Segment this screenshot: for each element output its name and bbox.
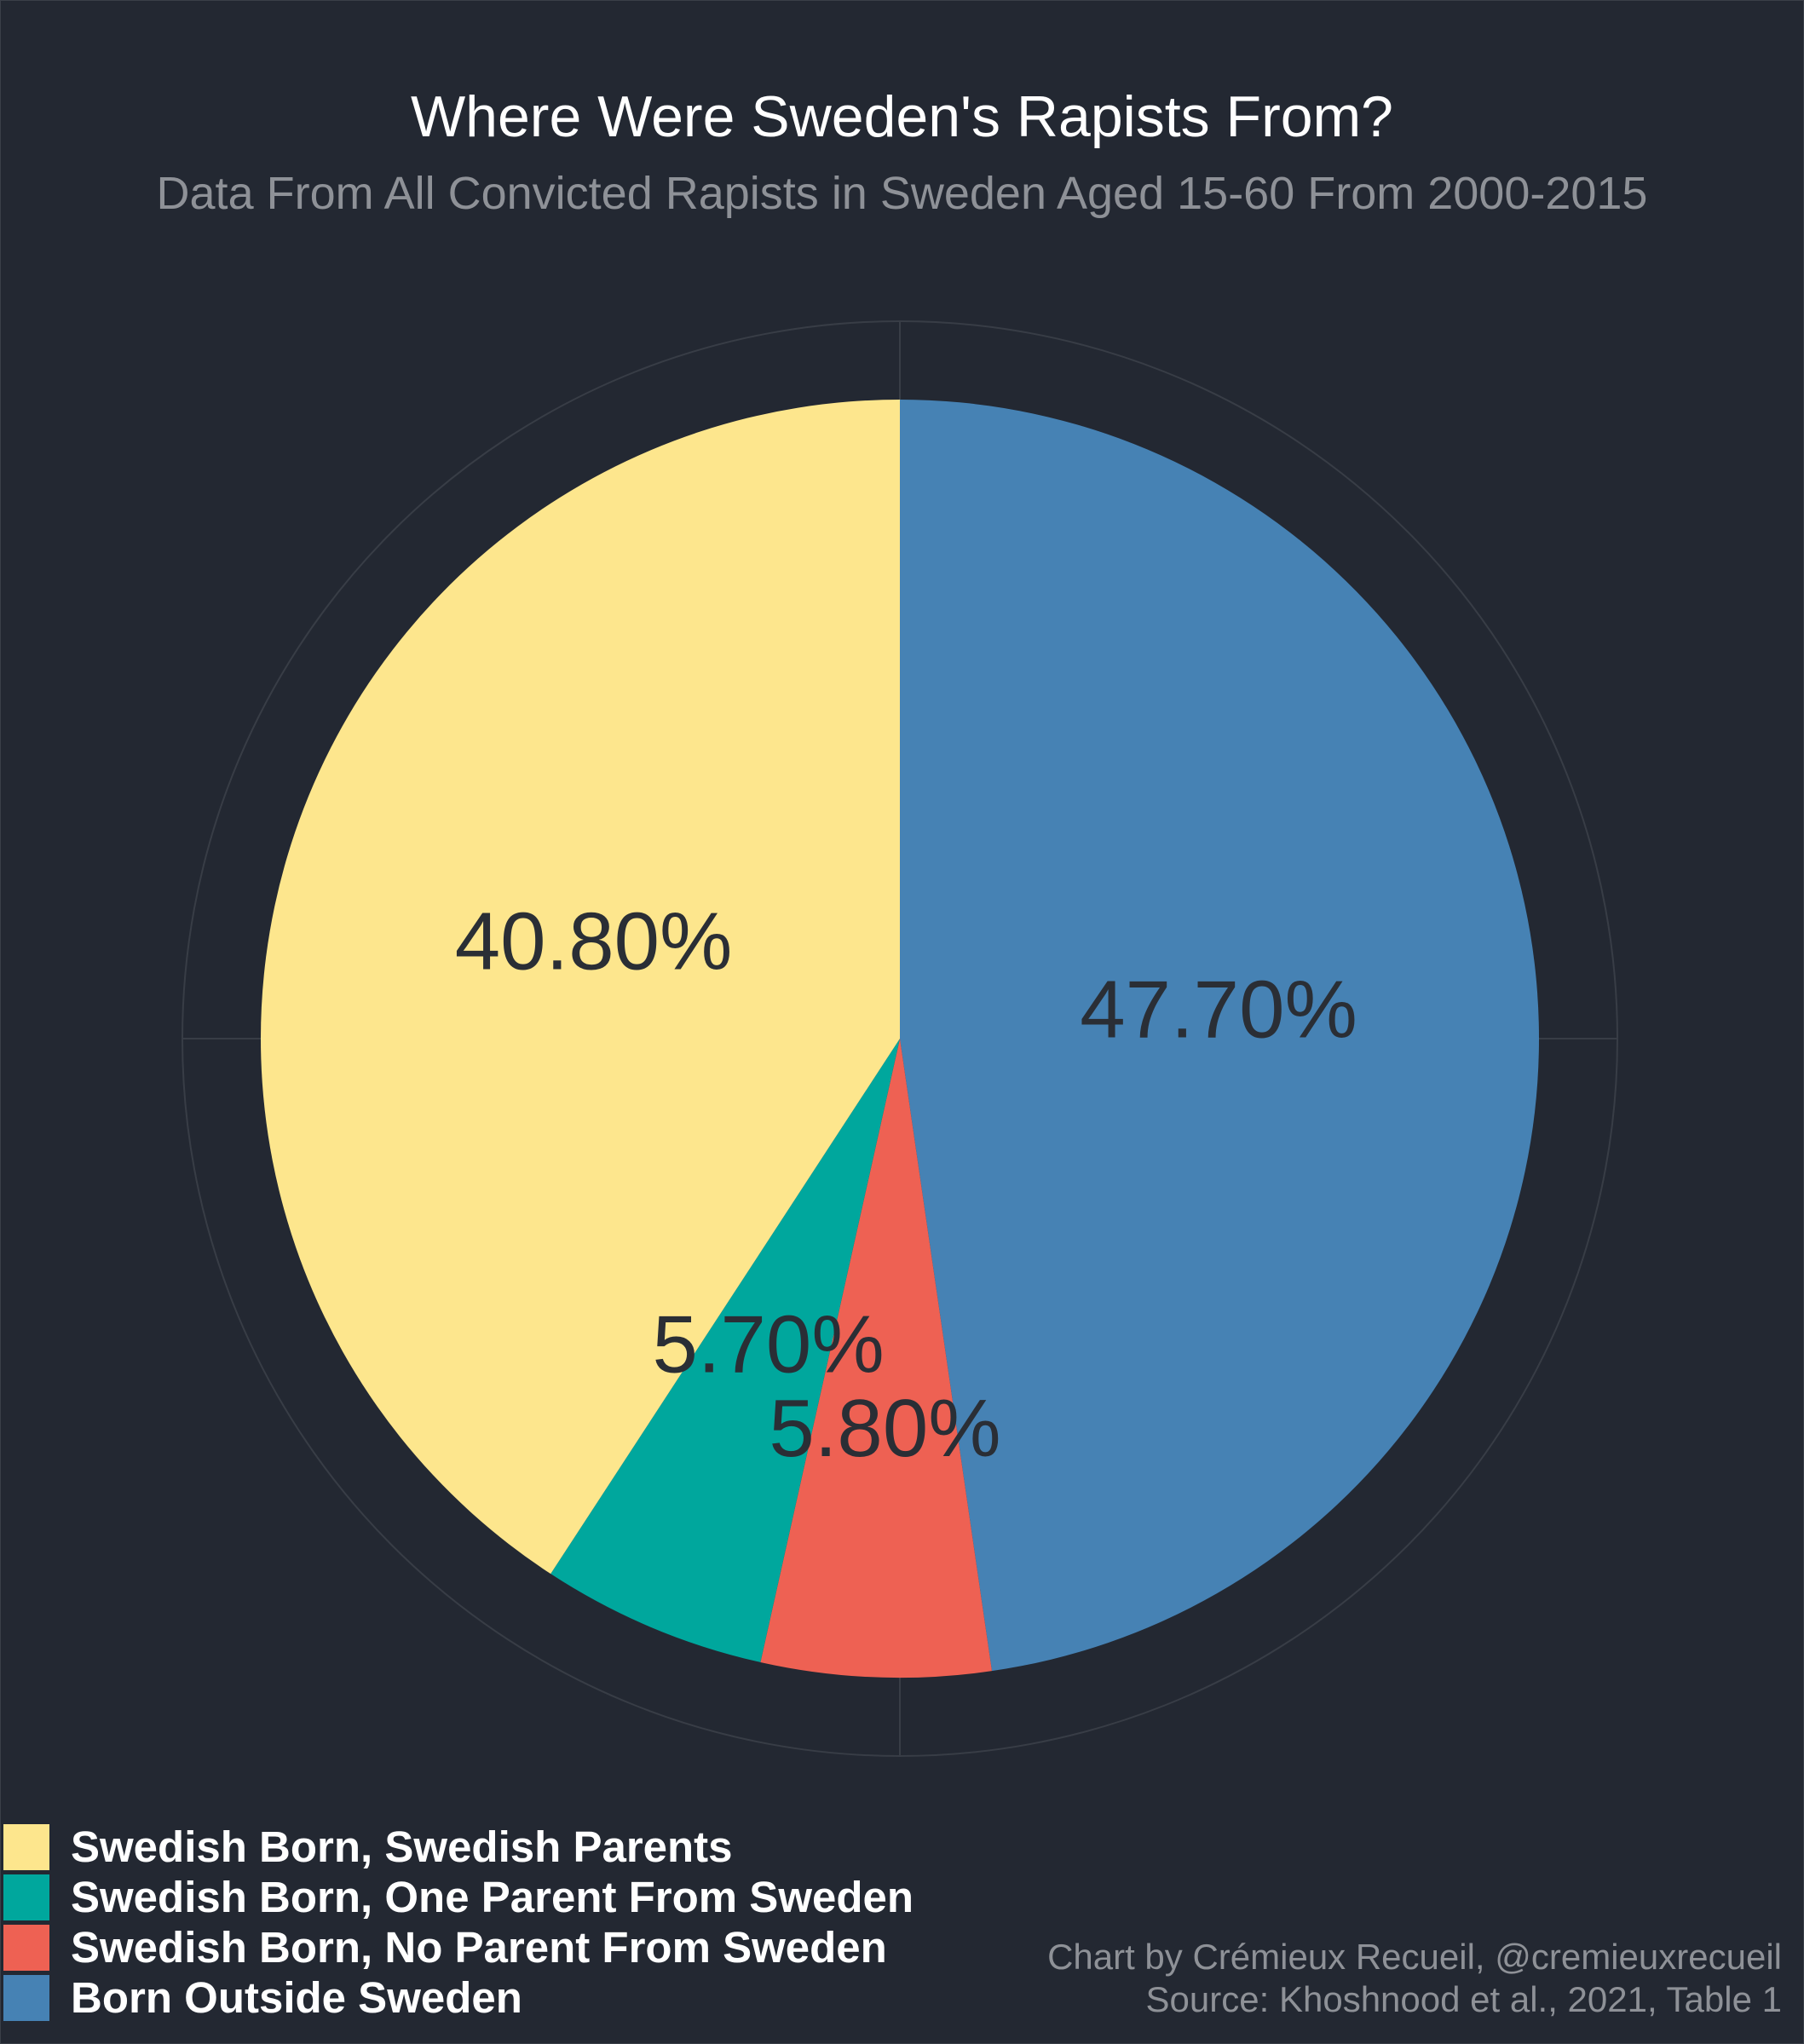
pie-slice-born-outside-sweden bbox=[900, 400, 1540, 1672]
pie-slice-swedish-born-no-parent-from-sweden bbox=[760, 1039, 993, 1678]
slice-label: 5.70% bbox=[652, 1299, 884, 1390]
legend-item: Swedish Born, Swedish Parents bbox=[3, 1822, 914, 1872]
legend-swatch bbox=[3, 1974, 49, 2021]
slice-labels: 47.70% 5.80%5.70% 40.80% bbox=[455, 895, 1357, 1474]
caption-credit: Chart by Crémieux Recueil, @cremieuxrecu… bbox=[1047, 1937, 1782, 1977]
chart-title: Where Were Sweden's Rapists From? bbox=[410, 84, 1393, 149]
slice-label: 5.80% bbox=[769, 1383, 1000, 1474]
legend-label: Swedish Born, No Parent From Sweden bbox=[71, 1923, 887, 1972]
chart-subtitle: Data From All Convicted Rapists in Swede… bbox=[156, 168, 1648, 219]
legend-item: Swedish Born, One Parent From Sweden bbox=[3, 1872, 914, 1922]
legend-swatch bbox=[3, 1823, 49, 1870]
chart-caption: Chart by Crémieux Recueil, @cremieuxrecu… bbox=[1047, 1936, 1782, 2021]
pie-slice-swedish-born-one-parent-from-sweden bbox=[550, 1039, 900, 1662]
legend-swatch bbox=[3, 1924, 49, 1971]
legend-label: Born Outside Sweden bbox=[71, 1973, 522, 2022]
legend-label: Swedish Born, One Parent From Sweden bbox=[71, 1873, 914, 1921]
slice-label: 47.70% bbox=[1080, 964, 1357, 1055]
legend-item: Born Outside Sweden bbox=[3, 1972, 914, 2023]
legend-label: Swedish Born, Swedish Parents bbox=[71, 1822, 733, 1871]
slice-label: 40.80% bbox=[455, 895, 733, 987]
legend: Swedish Born, Swedish Parents Swedish Bo… bbox=[3, 1822, 914, 2023]
pie-slice-swedish-born-swedish-parents bbox=[261, 399, 900, 1575]
legend-item: Swedish Born, No Parent From Sweden bbox=[3, 1922, 914, 1972]
pie-slices bbox=[261, 399, 1540, 1678]
legend-swatch bbox=[3, 1874, 49, 1920]
caption-source: Source: Khoshnood et al., 2021, Table 1 bbox=[1145, 1979, 1782, 2019]
